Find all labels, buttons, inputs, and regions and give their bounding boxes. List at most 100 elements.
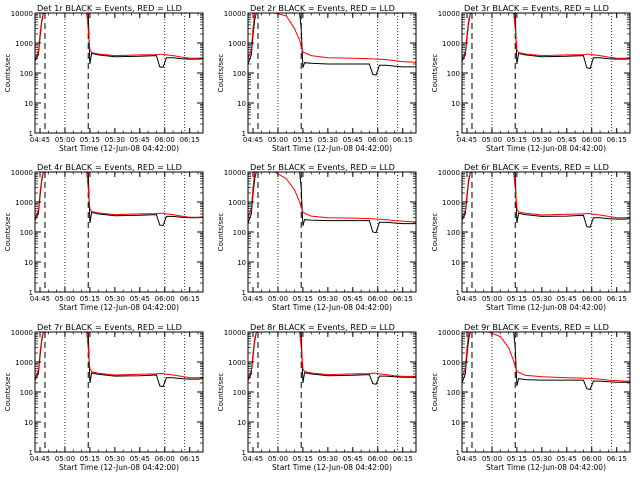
x-tick-label: 04:45: [243, 295, 263, 303]
y-tick-label: 1000: [442, 359, 460, 367]
y-tick-label: 100: [20, 70, 33, 78]
series-black-line: [462, 172, 630, 228]
x-tick-label: 05:30: [532, 136, 552, 144]
chart-panel: Det 7r BLACK = Events, RED = LLD 1 10 100 10…: [4, 322, 204, 472]
y-tick-label: 100: [20, 389, 33, 397]
plot-frame: [461, 171, 631, 293]
y-tick-label: 10: [24, 419, 33, 427]
x-tick-label: 05:30: [318, 455, 338, 463]
x-tick-label: 06:00: [155, 295, 175, 303]
y-tick-label: 1: [242, 289, 246, 297]
series-red-line: [462, 332, 630, 382]
y-axis-label: Counts/sec: [431, 54, 439, 93]
series-black-line: [462, 13, 630, 70]
series-black-line: [248, 172, 416, 234]
x-tick-label: 05:45: [343, 295, 363, 303]
x-tick-label: 05:45: [130, 136, 150, 144]
x-tick-label: 06:15: [180, 295, 200, 303]
y-tick-label: 10: [24, 259, 33, 267]
x-tick-label: 04:45: [30, 455, 50, 463]
y-tick-label: 10000: [438, 329, 460, 337]
y-tick-label: 10000: [438, 10, 460, 18]
x-tick-label: 05:45: [343, 136, 363, 144]
x-tick-label: 06:00: [368, 455, 388, 463]
series-red-line: [35, 13, 203, 59]
chart-panel: Det 1r BLACK = Events, RED = LLD 1 10 100 10…: [4, 3, 204, 153]
y-tick-label: 1000: [442, 40, 460, 48]
x-tick-label: 05:15: [507, 455, 527, 463]
y-tick-label: 1: [242, 130, 246, 138]
x-axis-label: Start Time (12-Jun-08 04:42:00): [272, 463, 392, 472]
chart-panel: Det 9r BLACK = Events, RED = LLD 1 10 100 10…: [431, 322, 631, 472]
series-black-line: [462, 332, 630, 391]
x-tick-label: 06:00: [582, 295, 602, 303]
chart-panel: Det 8r BLACK = Events, RED = LLD 1 10 100 10…: [217, 322, 417, 472]
series-red-line: [462, 13, 630, 59]
y-tick-label: 10000: [11, 329, 33, 337]
x-tick-label: 05:15: [293, 295, 313, 303]
x-tick-label: 04:45: [30, 136, 50, 144]
series-red-line: [248, 172, 416, 223]
chart-panel: Det 3r BLACK = Events, RED = LLD 1 10 100 10…: [431, 3, 631, 153]
y-tick-label: 10: [237, 100, 246, 108]
y-tick-label: 10000: [224, 169, 246, 177]
x-tick-label: 06:15: [180, 136, 200, 144]
x-tick-label: 05:30: [105, 295, 125, 303]
series-black-line: [248, 13, 416, 76]
plot-frame: [247, 171, 417, 293]
y-tick-label: 1: [456, 130, 460, 138]
chart-panel: Det 2r BLACK = Events, RED = LLD 1 10 100 10…: [217, 3, 417, 153]
x-tick-label: 06:15: [180, 455, 200, 463]
x-tick-label: 05:15: [507, 136, 527, 144]
y-tick-label: 1: [242, 449, 246, 457]
x-tick-label: 04:45: [457, 455, 477, 463]
x-tick-label: 05:30: [532, 295, 552, 303]
chart-title: Det 8r BLACK = Events, RED = LLD: [250, 322, 395, 332]
chart-title: Det 3r BLACK = Events, RED = LLD: [464, 3, 609, 13]
y-tick-label: 1: [456, 289, 460, 297]
x-tick-label: 04:45: [457, 136, 477, 144]
y-axis-label: Counts/sec: [217, 213, 225, 252]
chart-title: Det 1r BLACK = Events, RED = LLD: [37, 3, 182, 13]
y-tick-label: 10000: [224, 10, 246, 18]
x-tick-label: 04:45: [30, 295, 50, 303]
y-tick-label: 10: [451, 259, 460, 267]
y-tick-label: 1000: [442, 199, 460, 207]
x-tick-label: 05:00: [55, 295, 75, 303]
x-tick-label: 05:15: [293, 136, 313, 144]
y-axis-label: Counts/sec: [4, 54, 12, 93]
y-tick-label: 10: [237, 419, 246, 427]
x-tick-label: 06:15: [393, 295, 413, 303]
x-tick-label: 05:45: [557, 455, 577, 463]
chart-panel: Det 4r BLACK = Events, RED = LLD 1 10 100 10…: [4, 162, 204, 312]
x-tick-label: 05:30: [532, 455, 552, 463]
series-red-line: [35, 172, 203, 218]
x-tick-label: 06:00: [155, 455, 175, 463]
x-tick-label: 06:00: [368, 295, 388, 303]
chart-panel: Det 6r BLACK = Events, RED = LLD 1 10 100 10…: [431, 162, 631, 312]
y-tick-label: 1000: [228, 40, 246, 48]
x-tick-label: 04:45: [243, 136, 263, 144]
x-axis-label: Start Time (12-Jun-08 04:42:00): [486, 303, 606, 312]
chart-title: Det 6r BLACK = Events, RED = LLD: [464, 162, 609, 172]
x-tick-label: 04:45: [243, 455, 263, 463]
x-tick-label: 05:45: [130, 455, 150, 463]
y-tick-label: 1: [29, 130, 33, 138]
x-tick-label: 06:00: [368, 136, 388, 144]
x-tick-label: 06:00: [582, 455, 602, 463]
x-tick-label: 05:45: [557, 295, 577, 303]
y-tick-label: 100: [447, 229, 460, 237]
x-tick-label: 05:15: [80, 136, 100, 144]
x-tick-label: 05:15: [80, 295, 100, 303]
series-black-line: [35, 332, 203, 388]
y-tick-label: 1: [456, 449, 460, 457]
series-black-line: [35, 13, 203, 68]
x-tick-label: 05:15: [80, 455, 100, 463]
y-tick-label: 10000: [11, 10, 33, 18]
x-tick-label: 05:00: [482, 136, 502, 144]
x-axis-label: Start Time (12-Jun-08 04:42:00): [272, 303, 392, 312]
x-tick-label: 06:15: [393, 455, 413, 463]
y-tick-label: 10: [24, 100, 33, 108]
y-tick-label: 10: [451, 419, 460, 427]
x-tick-label: 06:15: [393, 136, 413, 144]
